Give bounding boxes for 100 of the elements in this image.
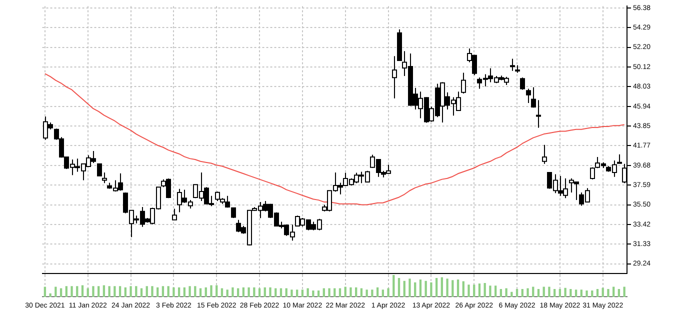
bar (398, 278, 400, 297)
bar (580, 289, 582, 297)
bar (269, 287, 272, 297)
bar (366, 289, 368, 297)
bar (564, 287, 566, 297)
bar (473, 284, 476, 297)
bar (414, 282, 416, 297)
bar (484, 282, 486, 297)
bar (188, 286, 191, 297)
bar (151, 286, 154, 297)
bar (264, 287, 266, 297)
bar (408, 278, 411, 297)
bar (183, 287, 186, 297)
bar (146, 286, 148, 297)
bar (440, 276, 444, 297)
bar (521, 288, 524, 297)
bar (478, 283, 481, 297)
bar (49, 292, 52, 297)
bar (135, 286, 138, 297)
bar (253, 287, 256, 297)
bar (360, 288, 363, 297)
bar (306, 288, 309, 297)
bar (602, 287, 604, 297)
bar (124, 287, 126, 297)
bar (435, 278, 438, 297)
bar (317, 290, 320, 297)
bar (274, 288, 277, 297)
bar (60, 288, 62, 297)
bar (532, 286, 534, 297)
bar (70, 286, 73, 297)
bar (86, 288, 89, 297)
bar (350, 287, 352, 297)
bar (452, 280, 454, 297)
bar (162, 286, 164, 297)
bar (607, 288, 610, 297)
bar (537, 288, 540, 297)
bar (312, 290, 314, 297)
bar (419, 279, 422, 297)
bar (199, 288, 202, 297)
bar (371, 289, 374, 297)
bar (76, 286, 78, 297)
bar (570, 288, 572, 297)
bar (322, 288, 325, 297)
bar (44, 286, 46, 297)
bar (65, 286, 68, 297)
bar (456, 279, 460, 297)
bar (236, 288, 240, 297)
bar (216, 284, 218, 297)
bar (392, 274, 395, 297)
bar (387, 288, 390, 297)
bar (489, 285, 492, 297)
bar (285, 288, 288, 297)
bar (108, 286, 110, 297)
bar (296, 289, 298, 297)
bar (140, 288, 143, 297)
bar (612, 286, 615, 297)
bar (376, 287, 379, 297)
bar (591, 290, 594, 297)
bar (526, 288, 529, 297)
bar (494, 285, 497, 297)
bar (290, 289, 293, 297)
bar (586, 290, 588, 297)
bar (242, 287, 245, 297)
bar (516, 288, 518, 297)
bar (248, 287, 250, 297)
bar (355, 287, 358, 297)
bar (114, 286, 116, 297)
bar (92, 286, 94, 297)
bar (430, 282, 432, 297)
bar (462, 280, 464, 297)
bar (558, 288, 562, 297)
bar (118, 286, 122, 297)
bar (618, 288, 620, 297)
bar (623, 286, 626, 297)
bar (334, 288, 336, 297)
bar (338, 288, 342, 297)
bar (204, 287, 207, 297)
bar (301, 289, 304, 297)
bar (54, 286, 57, 297)
bar (328, 288, 330, 297)
bar (424, 280, 427, 297)
bar (220, 288, 224, 297)
bar (542, 286, 545, 297)
bar (554, 288, 556, 297)
bar (596, 288, 599, 297)
bar (403, 280, 406, 297)
bar (232, 287, 234, 297)
bar (156, 287, 159, 297)
bar (81, 284, 84, 297)
bar (167, 286, 170, 297)
bar (505, 288, 508, 297)
bar (98, 286, 100, 297)
bar (130, 286, 132, 297)
bar (382, 289, 384, 297)
bar (548, 286, 550, 297)
bar (178, 287, 180, 297)
bar (226, 289, 228, 297)
bar (468, 284, 470, 297)
bar (500, 288, 502, 297)
bar (344, 286, 346, 297)
